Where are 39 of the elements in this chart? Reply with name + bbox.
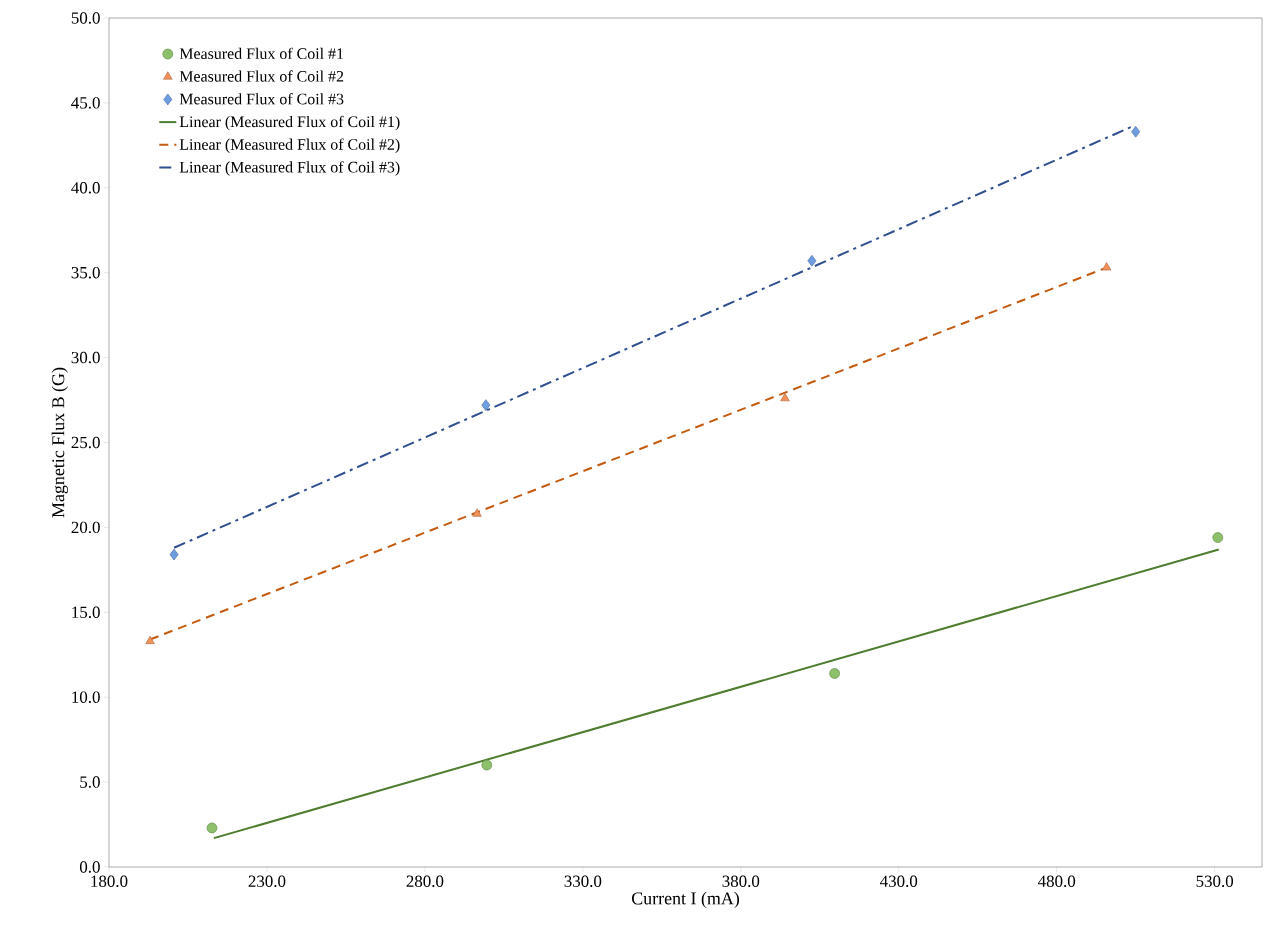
x-tick-label: 480.0 <box>1037 875 1076 888</box>
point <box>481 759 493 771</box>
x-tick-label: 180.0 <box>91 875 128 888</box>
x-tick-label: 280.0 <box>406 875 444 888</box>
legend-label: Measured Flux of Coil #1 <box>179 47 344 60</box>
y-tick-label: 15.0 <box>72 606 100 619</box>
y-tick-label: 35.0 <box>71 266 100 279</box>
legend-label: Measured Flux of Coil #2 <box>179 70 344 82</box>
point <box>1101 262 1112 271</box>
y-tick-label: 5.0 <box>80 776 100 788</box>
y-axis-title: Magnetic Flux B (G) <box>51 367 69 518</box>
x-tick-label: 330.0 <box>564 875 602 888</box>
y-tick-label: 45.0 <box>71 97 100 109</box>
point <box>1131 125 1141 138</box>
point <box>481 399 491 411</box>
point <box>807 255 817 267</box>
point <box>145 635 155 644</box>
y-tick-label: 25.0 <box>71 436 100 449</box>
y-tick-label: 50.0 <box>71 12 100 24</box>
point <box>169 548 179 561</box>
y-tick-label: 30.0 <box>71 351 100 364</box>
legend-label: Linear (Measured Flux of Coil #1) <box>179 115 400 131</box>
legend-label: Measured Flux of Coil #3 <box>179 93 344 105</box>
legend-label: Linear (Measured Flux of Coil #3) <box>179 161 400 176</box>
point <box>780 393 790 402</box>
point <box>472 508 482 517</box>
x-tick-label: 380.0 <box>722 875 760 888</box>
y-tick-label: 20.0 <box>71 521 100 534</box>
y-tick-label: 10.0 <box>72 691 100 703</box>
y-tick-label: 40.0 <box>71 182 100 194</box>
point <box>206 822 218 834</box>
y-tick-label: 0.0 <box>79 861 100 873</box>
x-tick-label: 430.0 <box>880 875 918 888</box>
legend-label: Linear (Measured Flux of Coil #2) <box>179 138 400 154</box>
x-tick-label: 230.0 <box>248 875 286 888</box>
x-axis-title: Current I (mA) <box>631 891 740 909</box>
point <box>829 668 840 679</box>
x-tick-label: 530.0 <box>1196 875 1234 888</box>
point <box>1212 532 1224 543</box>
